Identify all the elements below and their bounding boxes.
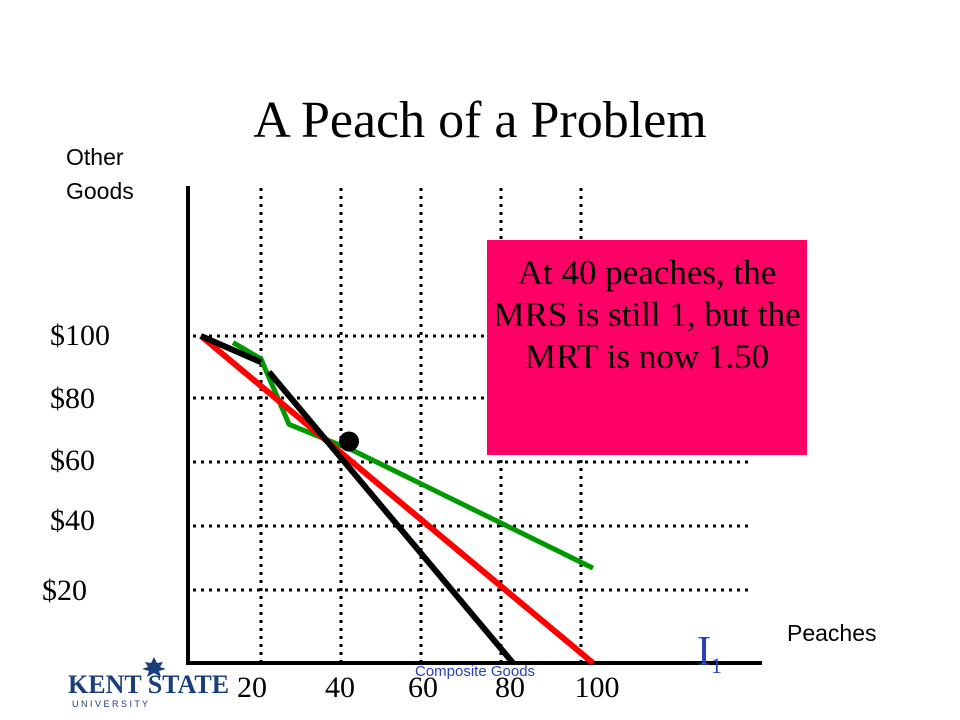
curve-label-sub: 1: [711, 653, 722, 678]
x-tick-80: 80: [495, 671, 525, 704]
x-tick-100: 100: [575, 671, 620, 704]
logo-subtext: U N I V E R S I T Y: [72, 699, 148, 709]
x-tick-60: 60: [408, 671, 438, 704]
x-tick-20: 20: [237, 671, 267, 704]
new-budget-line-lower: [266, 370, 516, 665]
kent-state-logo: KENT STATE U N I V E R S I T Y: [68, 657, 229, 709]
y-tick-60: $60: [50, 444, 95, 477]
curve-label-main: I: [697, 629, 711, 675]
y-tick-80: $80: [50, 382, 95, 415]
series-group: [199, 333, 595, 666]
y-tick-20: $20: [42, 574, 87, 607]
y-axis-label: Other Goods: [66, 144, 134, 204]
logo-text: KENT STATE: [68, 670, 229, 699]
tangency-point-marker: [339, 431, 359, 452]
logo-emblem-icon: [142, 657, 166, 677]
footer-note: Composite Goods: [415, 663, 536, 680]
new-budget-line-upper: [199, 333, 263, 365]
mrs-mrt-callout: At 40 peaches, the MRS is still 1, but t…: [487, 240, 807, 455]
y-tick-100: $100: [50, 319, 110, 352]
x-tick-40: 40: [325, 671, 355, 704]
axes: [186, 186, 762, 665]
indifference-curve-label: I1: [697, 628, 722, 679]
tick-labels: 20 40 60 80 100 $100 $80 $60 $40 $20: [42, 319, 620, 704]
y-tick-40: $40: [50, 504, 95, 537]
x-axis-label: Peaches: [787, 620, 877, 646]
slide-title: A Peach of a Problem: [253, 92, 707, 149]
original-budget-line: [199, 333, 595, 666]
